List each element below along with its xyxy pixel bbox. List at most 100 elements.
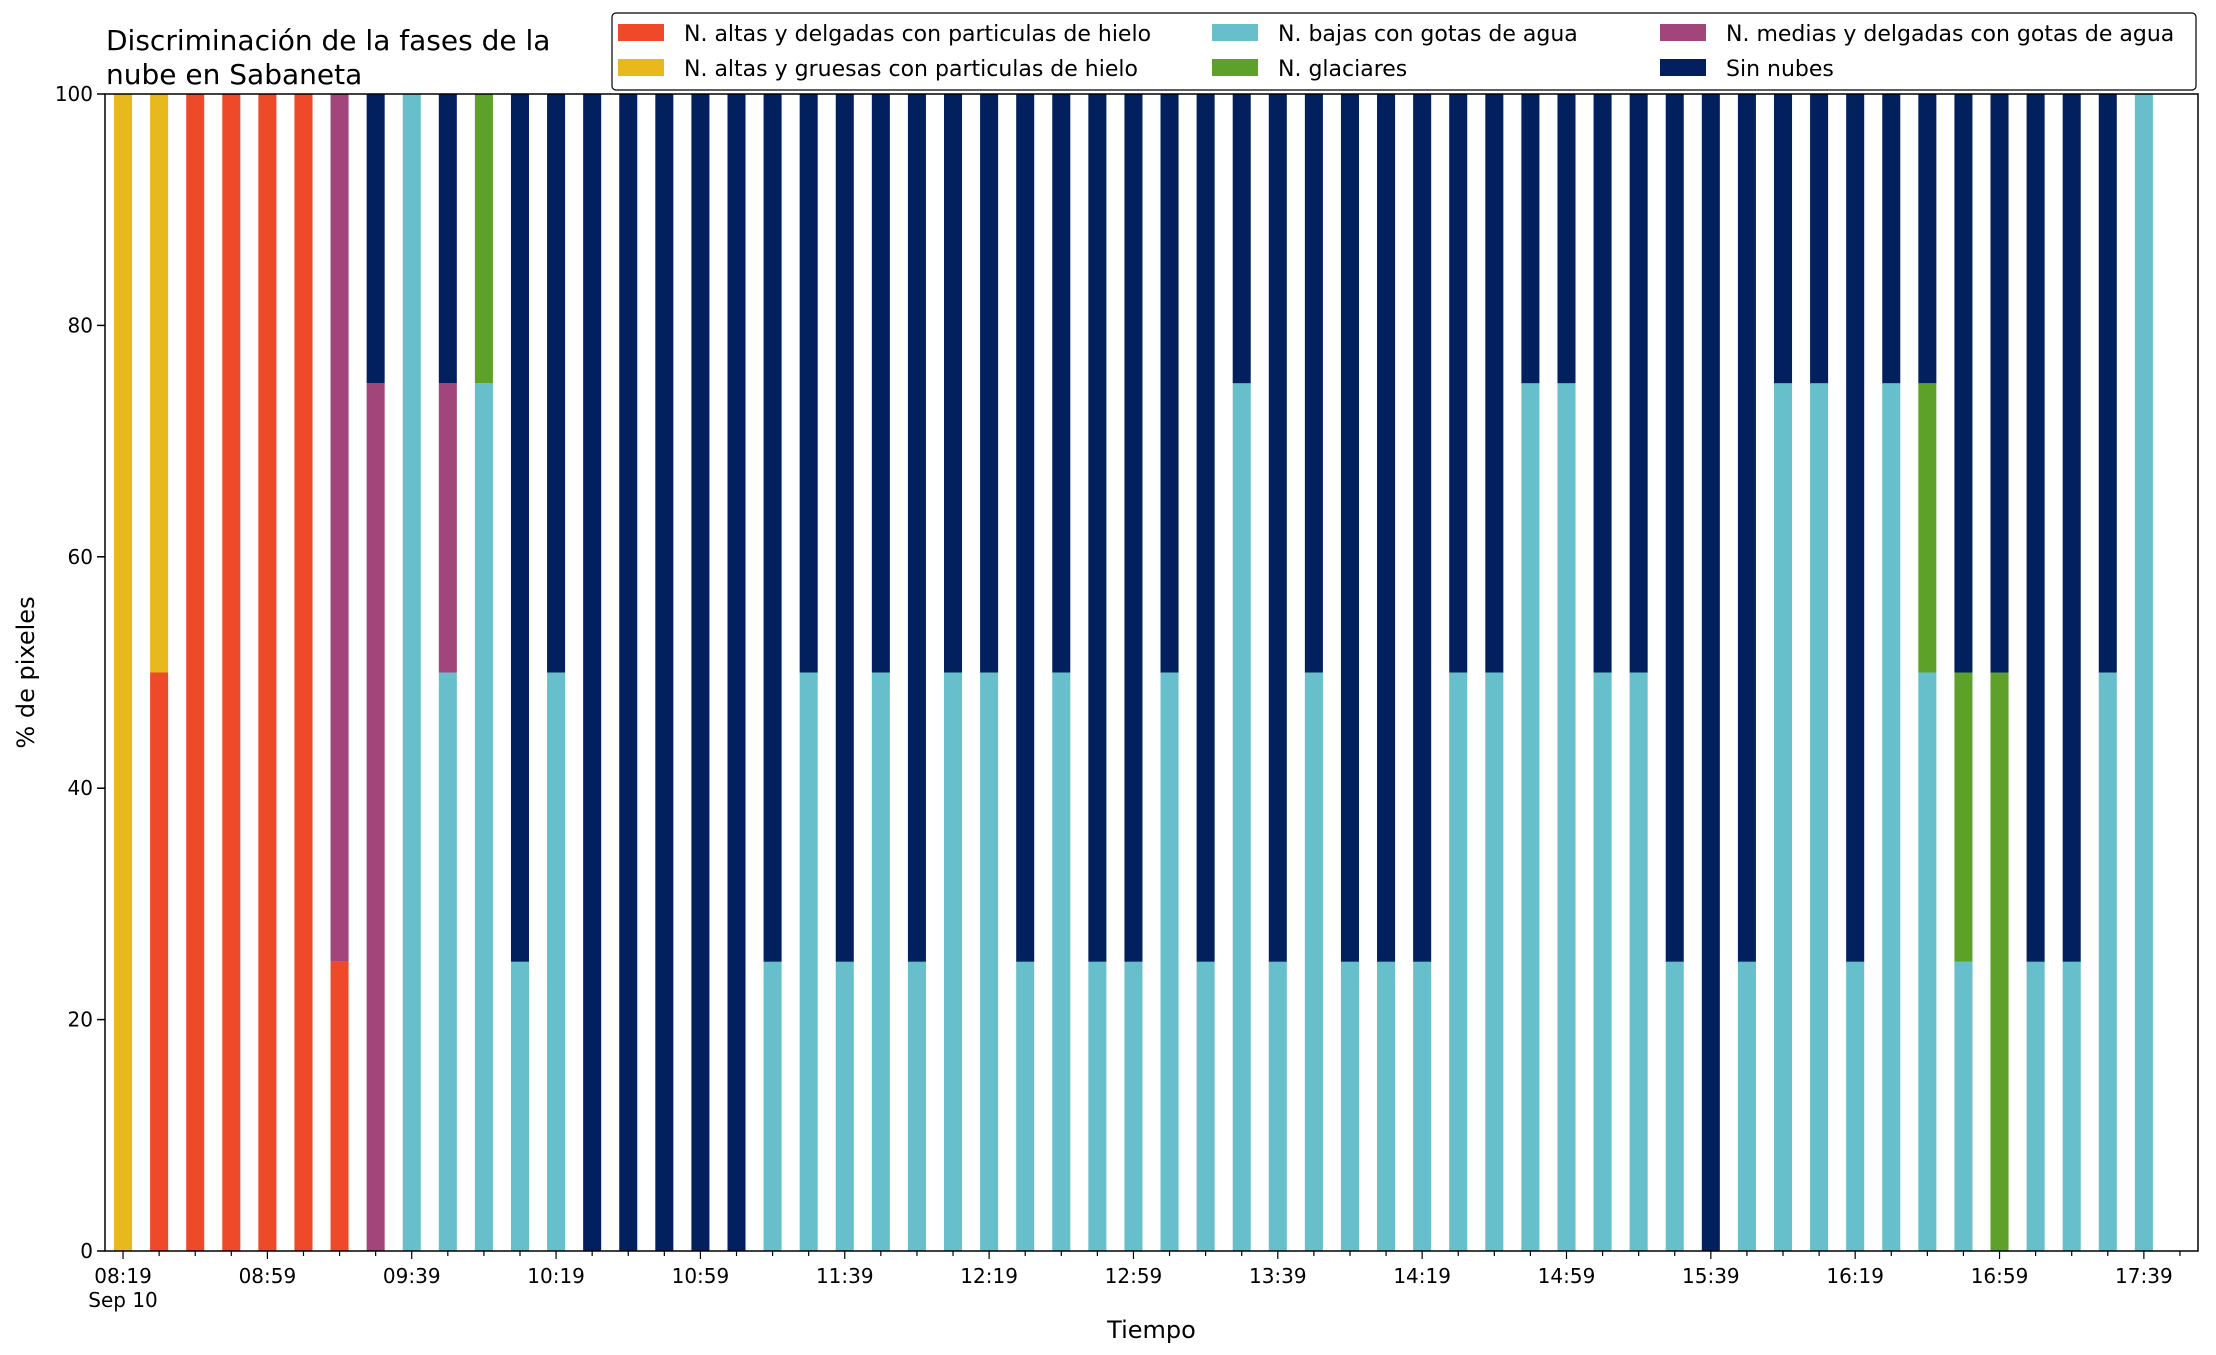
legend-swatch xyxy=(618,59,664,76)
bar-segment-41-series-2 xyxy=(1593,672,1612,1251)
bar-segment-34-series-5 xyxy=(1340,94,1359,962)
bar-segment-9-series-4 xyxy=(438,383,457,673)
y-tick-label: 80 xyxy=(68,313,93,337)
bar-segment-11-series-5 xyxy=(510,94,530,962)
legend-swatch xyxy=(1660,24,1706,41)
bar-segment-33-series-5 xyxy=(1304,94,1323,673)
bar-segment-12-series-5 xyxy=(547,94,566,673)
bar-segment-42-series-2 xyxy=(1629,672,1648,1251)
bar-segment-50-series-2 xyxy=(1918,672,1937,1251)
bar-segment-7-series-5 xyxy=(366,94,385,384)
plot-frame xyxy=(104,93,2199,1252)
y-axis: 0 20 40 60 80 100 xyxy=(55,82,105,1263)
x-axis-label: Tiempo xyxy=(1106,1316,1196,1344)
bar-segment-9-series-2 xyxy=(438,672,457,1251)
x-tick-label: 10:59 xyxy=(672,1264,730,1288)
bar-segment-27-series-5 xyxy=(1088,94,1107,962)
bar-segment-13-series-5 xyxy=(583,94,602,1251)
bars-layer xyxy=(114,94,2153,1251)
bar-segment-38-series-5 xyxy=(1485,94,1504,673)
bar-segment-35-series-5 xyxy=(1377,94,1396,962)
x-tick-label: 13:39 xyxy=(1249,1264,1307,1288)
bar-segment-43-series-2 xyxy=(1665,961,1684,1251)
x-tick-label: 14:59 xyxy=(1538,1264,1596,1288)
legend-swatch xyxy=(1212,24,1258,41)
bar-segment-10-series-3 xyxy=(474,94,493,384)
legend-swatch xyxy=(1212,59,1258,76)
y-tick-label: 0 xyxy=(80,1239,93,1263)
x-tick-label: 12:19 xyxy=(960,1264,1018,1288)
bar-segment-37-series-2 xyxy=(1449,672,1468,1251)
bar-segment-24-series-2 xyxy=(980,672,999,1251)
bar-segment-53-series-2 xyxy=(2026,961,2045,1251)
legend-swatch xyxy=(1660,59,1706,76)
bar-segment-38-series-2 xyxy=(1485,672,1504,1251)
bar-segment-47-series-2 xyxy=(1810,383,1829,1251)
x-tick-label: 16:19 xyxy=(1826,1264,1884,1288)
bar-segment-33-series-2 xyxy=(1304,672,1323,1251)
bar-segment-23-series-5 xyxy=(944,94,963,673)
bar-segment-10-series-2 xyxy=(474,383,493,1251)
bar-segment-26-series-2 xyxy=(1052,672,1071,1251)
bar-segment-21-series-5 xyxy=(871,94,890,673)
bar-segment-55-series-2 xyxy=(2098,672,2117,1251)
bar-segment-37-series-5 xyxy=(1449,94,1468,673)
x-tick-label: 09:39 xyxy=(383,1264,441,1288)
y-tick-label: 60 xyxy=(68,545,93,569)
bar-segment-6-series-0 xyxy=(330,961,349,1251)
bar-segment-52-series-3 xyxy=(1990,672,2009,1251)
bar-segment-1-series-0 xyxy=(150,672,169,1251)
x-tick-label: 17:39 xyxy=(2115,1264,2173,1288)
bar-segment-7-series-4 xyxy=(366,383,385,1251)
bar-segment-25-series-5 xyxy=(1016,94,1035,962)
y-tick-label: 20 xyxy=(68,1008,93,1032)
bar-segment-46-series-5 xyxy=(1773,94,1793,384)
x-tick-label: 16:59 xyxy=(1971,1264,2029,1288)
bar-segment-21-series-2 xyxy=(871,672,890,1251)
bar-segment-55-series-5 xyxy=(2098,94,2117,673)
bar-segment-20-series-5 xyxy=(835,94,854,962)
bar-segment-54-series-5 xyxy=(2062,94,2081,962)
bar-segment-40-series-5 xyxy=(1557,94,1576,384)
bar-segment-56-series-2 xyxy=(2134,94,2153,1251)
y-axis-label: % de pixeles xyxy=(12,596,40,748)
bar-segment-22-series-5 xyxy=(907,94,926,962)
bar-segment-50-series-3 xyxy=(1918,383,1937,673)
x-tick-label: 12:59 xyxy=(1105,1264,1163,1288)
bar-segment-35-series-2 xyxy=(1377,961,1396,1251)
bar-segment-53-series-5 xyxy=(2026,94,2045,962)
bar-segment-45-series-2 xyxy=(1737,961,1756,1251)
y-tick-label: 100 xyxy=(55,82,93,106)
bar-segment-18-series-5 xyxy=(763,94,782,962)
bar-segment-32-series-2 xyxy=(1268,961,1287,1251)
legend-label: N. medias y delgadas con gotas de agua xyxy=(1726,22,2174,47)
legend: N. altas y delgadas con particulas de hi… xyxy=(611,12,2197,91)
bar-segment-51-series-5 xyxy=(1954,94,1973,673)
bar-segment-50-series-5 xyxy=(1918,94,1937,384)
legend-label: N. bajas con gotas de agua xyxy=(1278,22,1578,47)
bar-segment-27-series-2 xyxy=(1088,961,1107,1251)
bar-segment-29-series-5 xyxy=(1160,94,1179,673)
bar-segment-19-series-2 xyxy=(799,672,818,1251)
bar-segment-20-series-2 xyxy=(835,961,854,1251)
bar-segment-45-series-5 xyxy=(1737,94,1756,962)
bar-segment-23-series-2 xyxy=(944,672,963,1251)
bar-segment-34-series-2 xyxy=(1340,961,1359,1251)
bar-segment-44-series-5 xyxy=(1701,94,1720,1251)
bar-segment-47-series-5 xyxy=(1810,94,1829,384)
bar-segment-46-series-2 xyxy=(1773,383,1793,1251)
bar-segment-29-series-2 xyxy=(1160,672,1179,1251)
bar-segment-15-series-5 xyxy=(655,94,674,1251)
bar-segment-5-series-0 xyxy=(294,94,313,1251)
bar-segment-43-series-5 xyxy=(1665,94,1684,962)
bar-segment-26-series-5 xyxy=(1052,94,1071,673)
bar-segment-14-series-5 xyxy=(619,94,638,1251)
bar-segment-30-series-5 xyxy=(1196,94,1215,962)
bar-segment-32-series-5 xyxy=(1268,94,1287,962)
x-tick-sublabel: Sep 10 xyxy=(88,1288,158,1312)
bar-segment-42-series-5 xyxy=(1629,94,1648,673)
bar-segment-31-series-2 xyxy=(1232,383,1251,1251)
bar-segment-8-series-2 xyxy=(402,94,421,1251)
